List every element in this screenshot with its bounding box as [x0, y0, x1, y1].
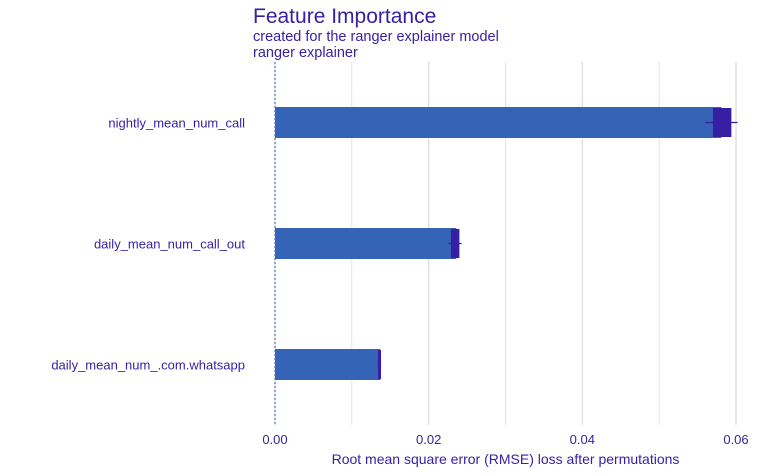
boxplot-box	[377, 350, 382, 379]
importance-bar	[275, 349, 381, 380]
boxplot-box	[450, 229, 460, 258]
chart-subtitle: created for the ranger explainer model	[253, 29, 499, 45]
x-tick-label: 0.04	[570, 432, 595, 447]
importance-bar	[275, 107, 722, 138]
y-tick-label: daily_mean_num_call_out	[94, 237, 245, 252]
importance-bar	[275, 228, 457, 259]
x-tick-label: 0.06	[723, 432, 748, 447]
x-tick-label: 0.02	[416, 432, 441, 447]
y-tick-label: nightly_mean_num_call	[108, 116, 245, 131]
chart-title: Feature Importance	[253, 5, 437, 28]
x-axis-label: Root mean square error (RMSE) loss after…	[332, 451, 680, 467]
x-tick-label: 0.00	[262, 432, 287, 447]
panel-label: ranger explainer	[253, 45, 358, 61]
boxplot-box	[712, 108, 732, 137]
y-tick-label: daily_mean_num_.com.whatsapp	[51, 358, 245, 373]
